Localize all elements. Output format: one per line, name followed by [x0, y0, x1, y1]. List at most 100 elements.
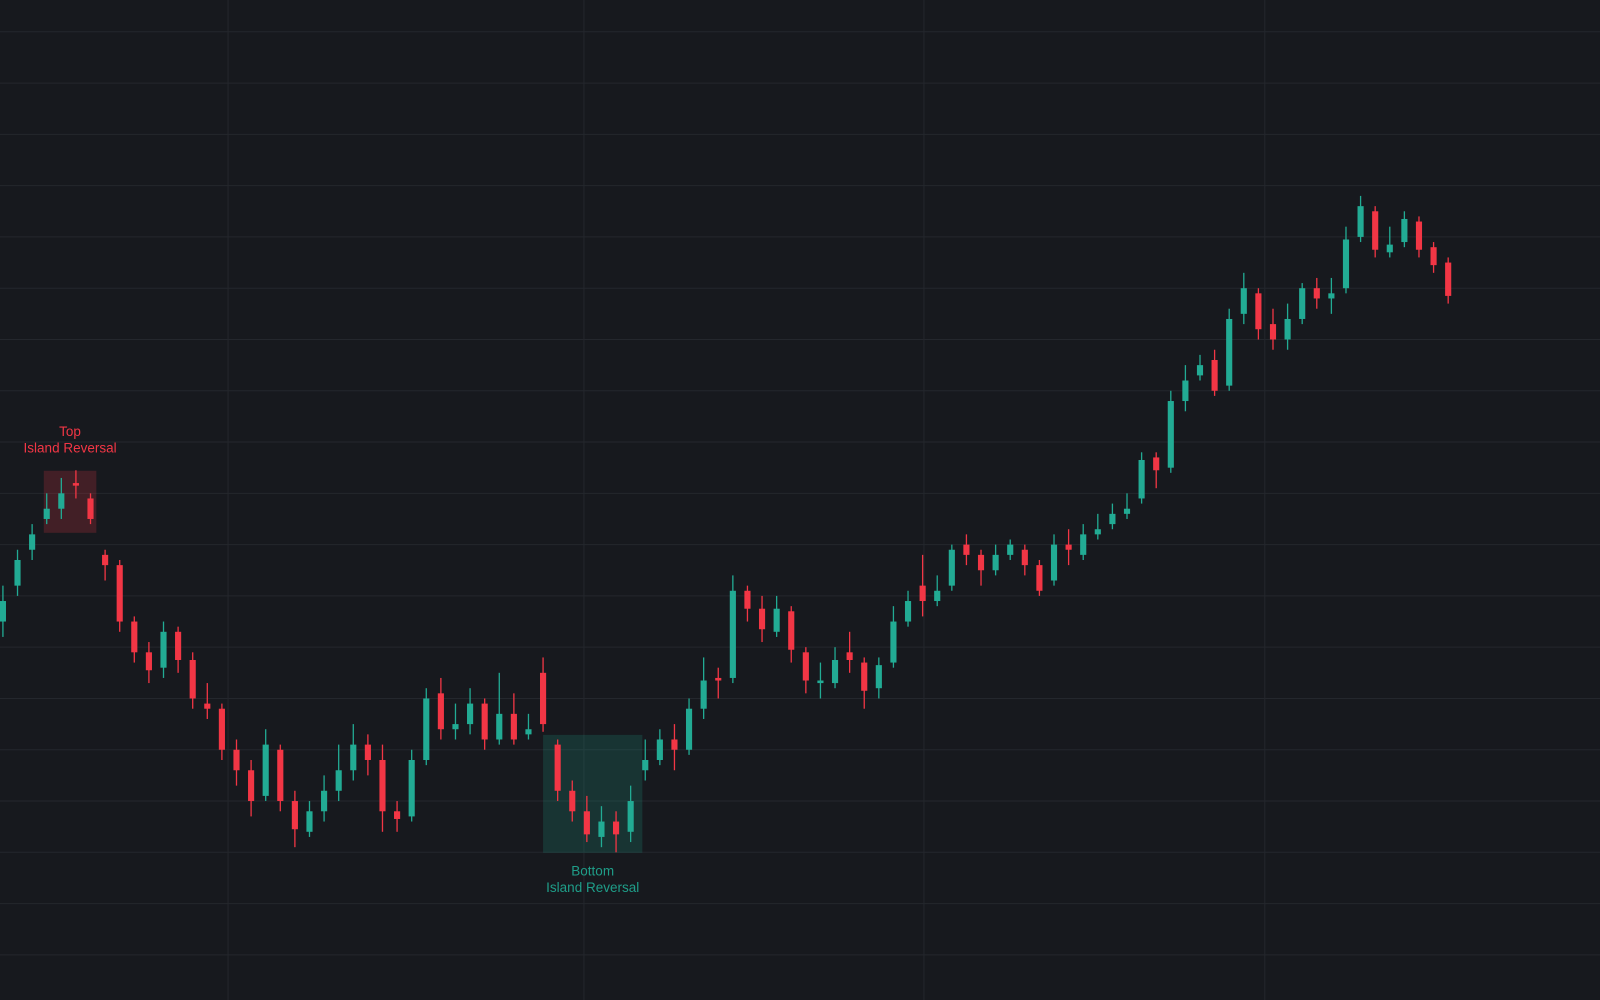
- candle-body: [904, 601, 912, 622]
- candle-body: [1138, 460, 1145, 499]
- candle-body: [262, 744, 269, 796]
- candle-body: [1167, 401, 1174, 468]
- candle-body: [525, 729, 532, 735]
- candle-body: [306, 811, 313, 832]
- candle-body: [992, 554, 999, 571]
- candle-body: [773, 608, 780, 632]
- candle-body: [1255, 293, 1262, 330]
- candle-body: [248, 770, 255, 802]
- candle-body: [1357, 206, 1364, 237]
- candle-body: [1328, 293, 1335, 299]
- candle-body: [335, 770, 342, 791]
- candle-body: [58, 493, 65, 509]
- candle-body: [817, 680, 824, 684]
- candle-body: [1080, 534, 1087, 555]
- candle-body: [1036, 565, 1043, 591]
- candle-body: [890, 621, 897, 663]
- candle-body: [598, 821, 605, 837]
- candle-body: [1182, 380, 1189, 402]
- candle-body: [1050, 544, 1058, 581]
- candle-body: [467, 703, 474, 725]
- candle-body: [875, 665, 882, 689]
- candle-body: [1007, 544, 1014, 555]
- candle-body: [145, 652, 152, 671]
- candle-body: [0, 601, 6, 622]
- candle-body: [437, 693, 444, 730]
- candle-body: [379, 760, 386, 812]
- candle-body: [1415, 221, 1423, 250]
- candle-body: [350, 744, 357, 771]
- candle-body: [1430, 247, 1437, 266]
- candle-body: [1153, 457, 1160, 471]
- candle-body: [1269, 324, 1277, 340]
- candle-body: [583, 811, 590, 835]
- candle-body: [394, 811, 401, 819]
- candle-body: [160, 631, 167, 668]
- candle-body: [788, 611, 795, 650]
- candle-body: [175, 631, 182, 660]
- candle-body: [540, 672, 547, 725]
- candle-body: [612, 821, 620, 835]
- candle-body: [802, 652, 809, 681]
- candle-body: [1342, 239, 1350, 289]
- candle-body: [116, 565, 123, 622]
- candle-body: [496, 713, 503, 740]
- candle-body: [423, 698, 430, 760]
- candle-body: [43, 508, 50, 519]
- candle-body: [627, 801, 634, 832]
- candle-body: [189, 660, 196, 699]
- candle-body: [1211, 360, 1218, 391]
- candle-body: [671, 739, 678, 750]
- candle-body: [481, 703, 488, 740]
- candle-body: [1372, 211, 1379, 250]
- candle-body: [1284, 318, 1291, 340]
- candle-body: [1401, 218, 1408, 243]
- candle-body: [1094, 529, 1101, 535]
- candle-body: [846, 652, 853, 660]
- candle-body: [977, 554, 985, 571]
- candle-body: [729, 590, 736, 678]
- candle-body: [919, 585, 926, 602]
- candle-body: [277, 749, 284, 802]
- candle-body: [1299, 288, 1306, 319]
- candle-body: [1109, 513, 1116, 525]
- candle-body: [758, 608, 766, 630]
- candle-body: [554, 744, 561, 791]
- candle-body: [87, 498, 94, 519]
- candle-body: [29, 534, 36, 550]
- candle-body: [510, 713, 517, 740]
- annotation-label: Top: [59, 424, 81, 439]
- candle-body: [1386, 244, 1393, 253]
- candle-body: [364, 744, 371, 760]
- candle-body: [963, 544, 970, 555]
- candle-body: [131, 621, 138, 653]
- candle-body: [700, 680, 707, 709]
- candle-body: [744, 590, 751, 609]
- candle-body: [831, 660, 839, 684]
- candle-body: [1240, 288, 1247, 314]
- candle-body: [569, 790, 576, 812]
- annotation-label: Island Reversal: [24, 440, 117, 455]
- candle-body: [321, 790, 328, 812]
- candle-body: [14, 560, 21, 586]
- candle-body: [1196, 365, 1204, 376]
- candle-body: [1445, 262, 1452, 296]
- candle-body: [1021, 549, 1028, 566]
- candle-body: [204, 703, 211, 709]
- candle-body: [291, 801, 298, 830]
- candle-body: [408, 760, 415, 817]
- candle-body: [715, 677, 722, 681]
- candle-body: [948, 549, 955, 586]
- candle-body: [1065, 544, 1072, 550]
- annotation-label: Bottom: [571, 863, 614, 878]
- candle-body: [861, 662, 868, 691]
- candle-body: [1123, 508, 1131, 514]
- candle-body: [685, 708, 693, 750]
- candle-body: [452, 724, 459, 730]
- candle-body: [934, 590, 941, 602]
- candle-body: [1313, 288, 1320, 299]
- candle-body: [72, 483, 79, 486]
